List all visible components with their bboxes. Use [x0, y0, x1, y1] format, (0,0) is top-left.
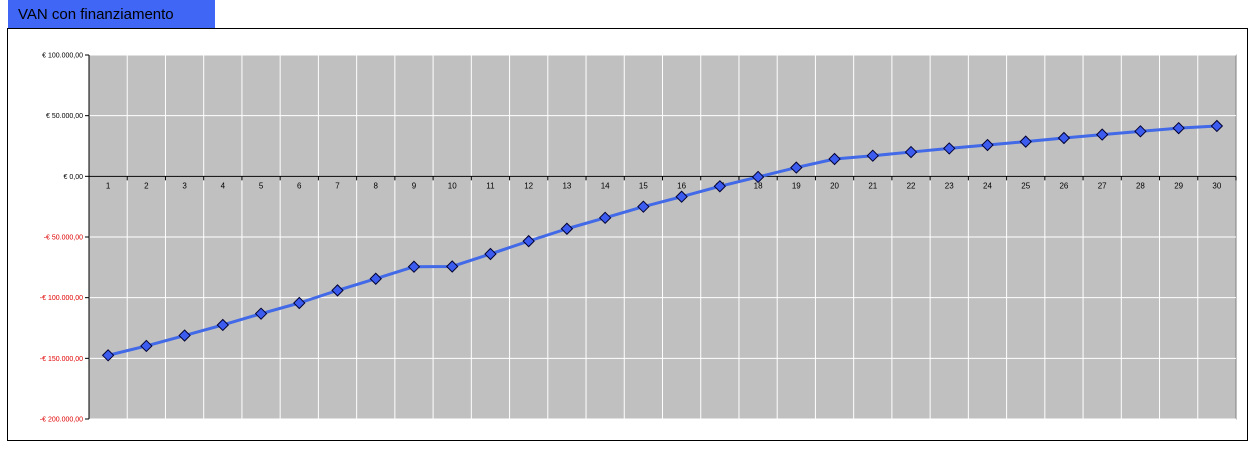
- x-tick-label: 21: [868, 181, 877, 190]
- data-point: [1172, 121, 1185, 135]
- x-tick-label: 11: [486, 181, 495, 190]
- x-tick-label: 26: [1059, 181, 1068, 190]
- data-point: [598, 211, 612, 225]
- data-point: [522, 234, 535, 248]
- x-tick-label: 23: [945, 181, 954, 190]
- data-point: [560, 222, 574, 235]
- x-tick-label: 25: [1021, 181, 1030, 190]
- y-tick-label: € 50.000,00: [46, 113, 83, 120]
- data-point: [369, 272, 382, 285]
- x-tick-label: 22: [907, 181, 916, 190]
- x-tick-label: 8: [374, 181, 379, 190]
- data-point: [637, 200, 650, 213]
- x-tick-label: 15: [639, 181, 648, 190]
- data-point: [943, 142, 956, 155]
- x-tick-label: 27: [1098, 181, 1107, 190]
- x-tick-label: 7: [335, 181, 340, 190]
- data-point: [713, 180, 727, 193]
- y-tick-label: -€ 150.000,00: [40, 356, 83, 363]
- x-tick-label: 1: [106, 181, 111, 190]
- data-point: [675, 190, 688, 203]
- data-point: [1057, 131, 1071, 145]
- x-tick-label: 24: [983, 181, 992, 190]
- data-point: [1019, 135, 1032, 148]
- data-point: [1095, 128, 1109, 141]
- data-point: [790, 161, 803, 174]
- y-tick-label: € 0,00: [64, 174, 84, 181]
- x-tick-label: 13: [562, 181, 571, 190]
- y-axis: € 100.000,00 € 50.000,00 € 0,00 -€ 50.000,0…: [40, 53, 90, 424]
- x-tick-label: 30: [1212, 181, 1221, 190]
- data-point: [751, 170, 765, 184]
- data-point: [866, 149, 879, 162]
- data-point: [828, 152, 841, 166]
- x-tick-label: 12: [524, 181, 533, 190]
- x-tick-label: 19: [792, 181, 801, 190]
- x-tick-label: 10: [448, 181, 457, 190]
- data-point: [331, 284, 344, 297]
- series-line: [106, 124, 1219, 357]
- y-tick-label: € 100.000,00: [42, 53, 83, 60]
- x-tick-label: 16: [677, 181, 686, 190]
- x-tick-label: 29: [1174, 181, 1183, 190]
- x-tick-label: 4: [221, 181, 226, 190]
- x-tick-label: 5: [259, 181, 264, 190]
- x-tick-label: 9: [412, 181, 417, 190]
- data-point: [484, 247, 497, 261]
- y-tick-label: -€ 200.000,00: [40, 417, 83, 424]
- data-point: [101, 349, 115, 362]
- data-point: [254, 307, 268, 320]
- data-point: [446, 260, 459, 273]
- data-point: [904, 145, 918, 159]
- x-tick-label: 28: [1136, 181, 1145, 190]
- x-tick-label: 6: [297, 181, 302, 190]
- x-tick-label: 2: [144, 181, 149, 190]
- x-tick-label: 14: [601, 181, 610, 190]
- data-point: [140, 339, 153, 353]
- data-point: [1134, 125, 1147, 138]
- data-point: [1210, 119, 1224, 133]
- chart-title-tab: VAN con finanziamento: [8, 0, 215, 28]
- x-tick-label: 18: [754, 181, 763, 190]
- data-point: [981, 138, 994, 152]
- chart-title: VAN con finanziamento: [18, 6, 174, 23]
- data-point: [293, 296, 306, 310]
- y-tick-label: -€ 100.000,00: [40, 295, 83, 302]
- grid-lines: [89, 54, 1236, 420]
- x-tick-label: 3: [182, 181, 187, 190]
- data-point: [178, 329, 191, 342]
- x-tick-label: 20: [830, 181, 839, 190]
- series-layer: [101, 119, 1224, 362]
- data-point: [216, 318, 230, 332]
- y-tick-label: -€ 50.000,00: [44, 235, 83, 242]
- data-point: [407, 260, 421, 273]
